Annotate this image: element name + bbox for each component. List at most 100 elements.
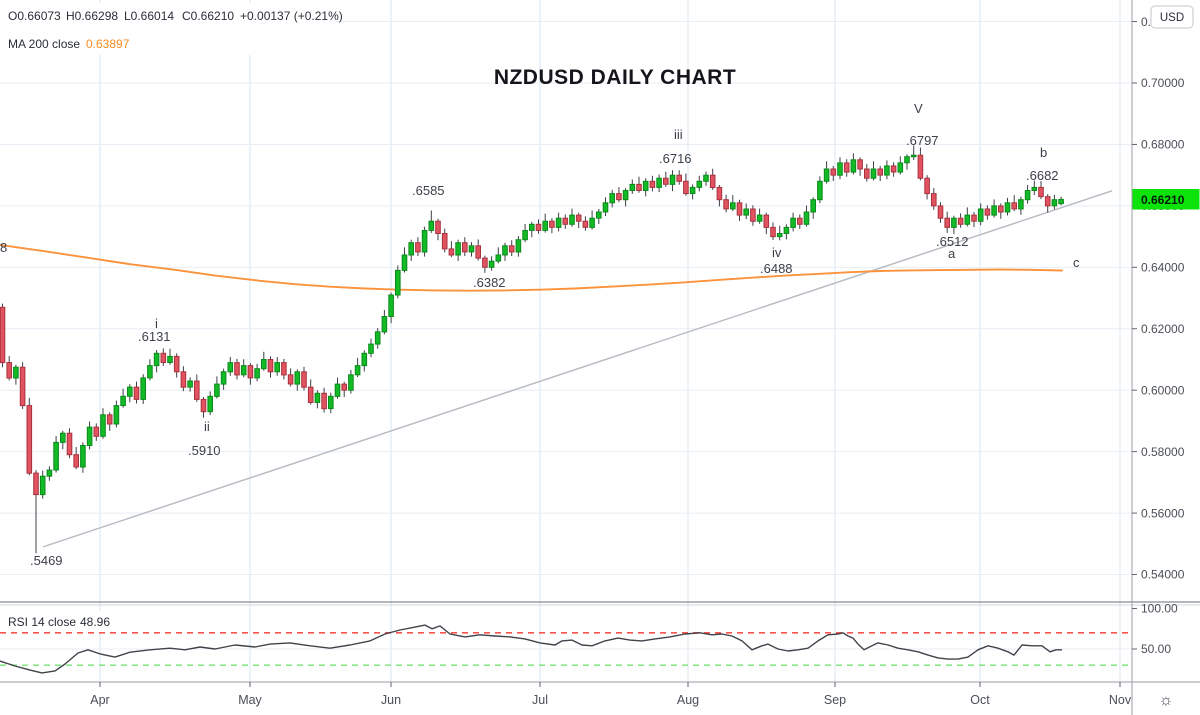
candle-body bbox=[93, 426, 100, 437]
candle-body bbox=[937, 205, 944, 219]
candle-body bbox=[1058, 198, 1064, 205]
candle-body bbox=[46, 469, 53, 477]
candle-body bbox=[0, 306, 6, 364]
candle-body bbox=[542, 220, 549, 231]
candle-body bbox=[86, 426, 93, 447]
ohlc-low: L0.66014 bbox=[124, 9, 174, 23]
chart-annotation: a bbox=[948, 246, 956, 261]
candle-body bbox=[1038, 186, 1044, 198]
candle-body bbox=[368, 343, 374, 354]
currency-button[interactable]: USD bbox=[1150, 5, 1194, 29]
candle-body bbox=[870, 168, 877, 179]
rsi-pane[interactable] bbox=[0, 606, 1132, 682]
candle-body bbox=[596, 211, 602, 219]
ma200-line-layer bbox=[0, 243, 1063, 292]
candle-body bbox=[187, 380, 193, 388]
time-axis-label: Apr bbox=[90, 693, 109, 707]
candle-body bbox=[482, 257, 488, 268]
candle-body bbox=[475, 245, 481, 259]
candle-body bbox=[575, 214, 582, 222]
price-axis-scale[interactable] bbox=[1132, 0, 1200, 682]
candle-body bbox=[669, 174, 676, 185]
candle-body bbox=[234, 362, 240, 376]
candle-body bbox=[127, 386, 133, 397]
trendline-layer bbox=[42, 190, 1113, 548]
candle-body bbox=[951, 217, 957, 228]
chart-annotation: .5910 bbox=[188, 443, 221, 458]
candle-body bbox=[374, 331, 381, 345]
candle-body bbox=[770, 226, 776, 238]
rsi-legend[interactable]: RSI 14 close 48.96 bbox=[8, 615, 110, 629]
candle-body bbox=[468, 245, 475, 253]
chart-annotation: .5469 bbox=[30, 553, 63, 568]
chart-annotation: iv bbox=[772, 245, 782, 260]
candle-body bbox=[797, 217, 803, 225]
main-chart-pane[interactable] bbox=[0, 0, 1132, 602]
rsi-layer bbox=[0, 624, 1132, 674]
candle-body bbox=[314, 392, 321, 403]
candle-body bbox=[810, 199, 817, 213]
candle-body bbox=[180, 371, 187, 388]
chart-annotation: .6512 bbox=[936, 234, 969, 249]
candle-body bbox=[408, 242, 414, 256]
candle-body bbox=[549, 220, 555, 228]
candle-body bbox=[321, 392, 327, 410]
candle-body bbox=[944, 217, 951, 228]
candle-body bbox=[817, 180, 823, 201]
candle-body bbox=[348, 374, 354, 391]
ma200-line[interactable] bbox=[0, 243, 1063, 292]
candle-body bbox=[843, 162, 850, 173]
rsi-legend-backdrop bbox=[0, 611, 118, 632]
chart-annotation: .6716 bbox=[659, 151, 692, 166]
candle-body bbox=[857, 159, 863, 170]
gear-icon[interactable]: ☼ bbox=[1159, 692, 1174, 709]
rsi-legend-value: 48.96 bbox=[80, 615, 110, 629]
candle-body bbox=[716, 186, 723, 201]
price-axis-label: 0.64000 bbox=[1141, 261, 1185, 275]
trendline[interactable] bbox=[42, 190, 1113, 548]
candle-body bbox=[622, 190, 629, 201]
candle-body bbox=[60, 432, 66, 443]
chart-annotation: i bbox=[155, 316, 158, 331]
candle-body bbox=[53, 441, 59, 471]
chart-annotation: b bbox=[1040, 145, 1047, 160]
candle-body bbox=[435, 220, 441, 234]
candle-body bbox=[6, 362, 12, 379]
candle-body bbox=[227, 362, 234, 373]
price-axis-label: 0.58000 bbox=[1141, 445, 1185, 459]
candle-body bbox=[709, 174, 716, 188]
candle-body bbox=[636, 183, 642, 191]
time-axis-label: Jun bbox=[381, 693, 401, 707]
candle-body bbox=[616, 193, 622, 201]
rsi-axis-label: 100.00 bbox=[1141, 602, 1178, 616]
candle-body bbox=[703, 174, 709, 182]
candle-body bbox=[1051, 199, 1058, 207]
candle-body bbox=[823, 168, 830, 182]
candle-body bbox=[341, 383, 347, 391]
candle-body bbox=[334, 383, 341, 397]
ma-legend[interactable]: MA 200 close 0.63897 bbox=[8, 37, 130, 51]
chart-annotation: .6797 bbox=[906, 133, 939, 148]
time-axis-scale[interactable] bbox=[0, 682, 1132, 715]
candle-body bbox=[33, 472, 39, 496]
current-price-tag-bg bbox=[1132, 189, 1200, 210]
candle-body bbox=[736, 202, 743, 216]
candle-body bbox=[977, 208, 984, 222]
candle-body bbox=[756, 214, 763, 222]
current-price-tag-value: 0.66210 bbox=[1141, 193, 1185, 207]
candle-body bbox=[991, 205, 997, 216]
candle-body bbox=[106, 414, 113, 425]
candle-body bbox=[515, 239, 522, 253]
price-axis-label: 0.70000 bbox=[1141, 76, 1185, 90]
candle-body bbox=[73, 454, 80, 468]
candle-body bbox=[274, 362, 280, 373]
candle-body bbox=[502, 245, 508, 256]
candle-body bbox=[488, 260, 495, 268]
legend-backdrop bbox=[0, 3, 335, 55]
grid-layer bbox=[0, 0, 1132, 682]
price-axis-label: 0.62000 bbox=[1141, 322, 1185, 336]
candle-body bbox=[743, 208, 750, 216]
candle-body bbox=[388, 294, 394, 317]
rsi-line[interactable] bbox=[0, 624, 1062, 674]
